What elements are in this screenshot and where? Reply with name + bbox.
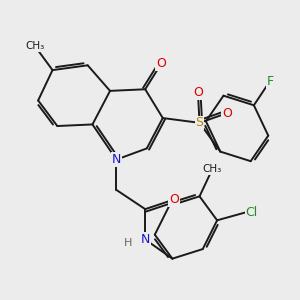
Text: F: F (266, 75, 273, 88)
Text: N: N (140, 233, 150, 246)
Text: Cl: Cl (245, 206, 258, 219)
Text: H: H (123, 238, 132, 248)
Text: O: O (169, 193, 179, 206)
Text: CH₃: CH₃ (203, 164, 222, 174)
Text: CH₃: CH₃ (25, 41, 45, 51)
Text: O: O (156, 57, 166, 70)
Text: O: O (222, 107, 232, 120)
Text: O: O (193, 86, 203, 99)
Text: N: N (112, 153, 121, 166)
Text: S: S (196, 116, 203, 129)
